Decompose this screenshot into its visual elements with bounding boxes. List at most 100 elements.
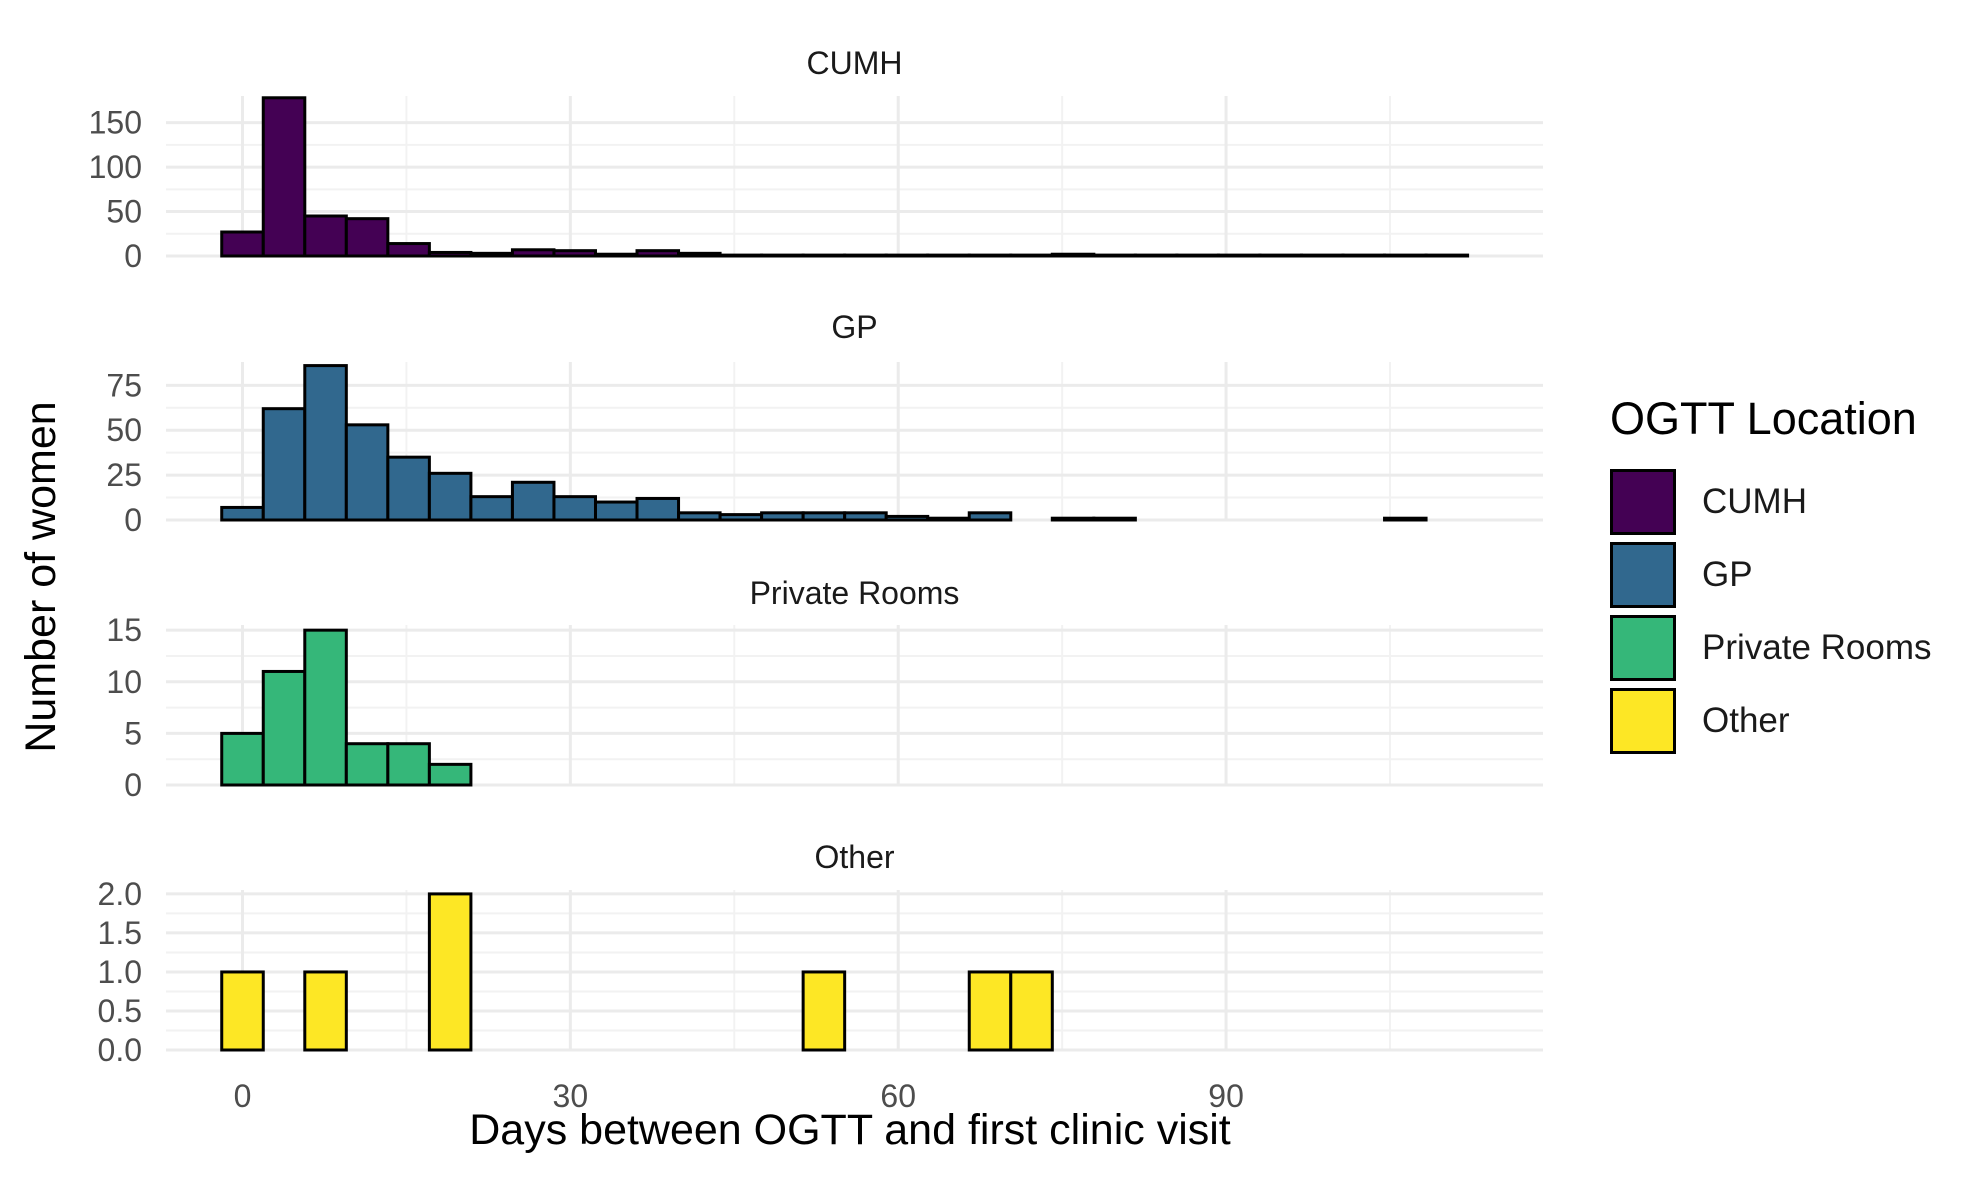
histogram-bar [843, 253, 888, 258]
histogram-bar [386, 455, 431, 522]
x-tick-label: 0 [234, 1078, 252, 1114]
histogram-bar [427, 762, 473, 787]
x-tick-label: 90 [1208, 1078, 1244, 1114]
histogram-bar [427, 250, 473, 258]
histogram-bar [1299, 253, 1345, 258]
histogram-bar [261, 407, 307, 522]
panel-private-rooms: 0 5 10 15 Private Rooms [106, 575, 1543, 803]
y-tick-label: 25 [106, 457, 142, 493]
y-tick-label: 15 [106, 612, 142, 648]
panel-gp: 0 25 50 75 GP [106, 309, 1543, 538]
histogram-bar [1424, 253, 1470, 258]
legend-item-gp: GP [1610, 538, 1932, 611]
y-axis-label: Number of women [17, 401, 65, 752]
histogram-bar [303, 970, 348, 1052]
histogram-bar [593, 252, 639, 258]
histogram-bar [718, 513, 764, 522]
legend-swatch-gp [1610, 541, 1676, 608]
histogram-bar [1258, 253, 1303, 258]
histogram-bar [1092, 253, 1137, 258]
histogram-bar [884, 253, 930, 258]
x-tick-label: 60 [880, 1078, 916, 1114]
y-tick-label: 50 [106, 412, 142, 448]
histogram-bar [801, 253, 847, 258]
histogram-bar [303, 214, 348, 258]
histogram-bar [1175, 253, 1220, 258]
legend-item-cumh: CUMH [1610, 465, 1932, 538]
histogram-bar [926, 253, 971, 258]
histogram-bar [427, 471, 473, 522]
panel-title: GP [831, 309, 877, 345]
histogram-bar [1092, 516, 1137, 522]
histogram-bar [510, 480, 556, 522]
y-tick-label: 5 [124, 715, 142, 751]
histogram-bar [635, 249, 681, 258]
histogram-bar [1009, 970, 1054, 1052]
histogram-bar [427, 892, 473, 1052]
legend-label-gp: GP [1702, 554, 1753, 594]
histogram-bar [635, 496, 681, 522]
y-tick-label: 0 [124, 502, 142, 538]
histogram-bar [344, 423, 390, 522]
legend-item-private-rooms: Private Rooms [1610, 611, 1932, 684]
histogram-bar [967, 970, 1013, 1052]
histogram-bar [386, 742, 431, 787]
histogram-bar [801, 970, 847, 1052]
histogram-bar [884, 514, 930, 522]
histogram-bar [1133, 253, 1179, 258]
y-tick-label: 10 [106, 664, 142, 700]
histogram-bar [760, 253, 805, 258]
histogram-bar [1009, 253, 1054, 258]
legend: OGTT Location CUMH GP Private Rooms Othe… [1610, 393, 1932, 757]
histogram-bar [552, 249, 597, 258]
histogram-bar [386, 242, 431, 258]
legend-swatch-cumh [1610, 468, 1676, 535]
y-tick-label: 0.0 [98, 1032, 142, 1068]
histogram-bar [843, 511, 888, 522]
histogram-bar [220, 970, 265, 1052]
histogram-bar [1050, 516, 1096, 522]
histogram-bar [344, 217, 390, 258]
histogram-bar [1341, 253, 1387, 258]
y-tick-label: 150 [89, 105, 142, 141]
x-axis-label: Days between OGTT and first clinic visit [469, 1106, 1231, 1154]
y-tick-label: 1.0 [98, 954, 142, 990]
panel-title: Private Rooms [750, 575, 960, 611]
y-tick-label: 2.0 [98, 876, 142, 912]
histogram-bar [801, 511, 847, 522]
histogram-bar [469, 251, 514, 258]
histogram-bar [1383, 516, 1428, 522]
histogram-bar [220, 505, 265, 522]
y-tick-label: 0.5 [98, 993, 142, 1029]
histogram-bar [718, 253, 764, 258]
histogram-bar [1050, 252, 1096, 258]
panel-title: CUMH [807, 45, 903, 81]
legend-swatch-private-rooms [1610, 614, 1676, 681]
histogram-bar [261, 669, 307, 787]
legend-label-private-rooms: Private Rooms [1702, 627, 1932, 667]
histogram-bar [926, 516, 971, 522]
y-tick-label: 100 [89, 149, 142, 185]
panel-other: 0.00.51.01.52.0 Other [98, 839, 1543, 1068]
histogram-bar [1383, 253, 1428, 258]
y-tick-label: 1.5 [98, 915, 142, 951]
panel-title: Other [814, 839, 894, 875]
panels-layer: 0 30 60 90 0 50 100 150 CUMH 0 25 50 75 GP 0 5 10 15 Priva… [89, 45, 1543, 1114]
legend-title: OGTT Location [1610, 393, 1917, 444]
histogram-bar [220, 731, 265, 787]
histogram-bar [469, 495, 514, 522]
legend-label-cumh: CUMH [1702, 481, 1807, 521]
y-tick-label: 0 [124, 767, 142, 803]
histogram-bar [593, 500, 639, 522]
legend-swatch-other [1610, 687, 1676, 754]
histogram-bar [552, 495, 597, 522]
y-tick-label: 75 [106, 367, 142, 403]
legend-item-other: Other [1610, 684, 1932, 757]
histogram-bar [303, 628, 348, 787]
histogram-bar [220, 230, 265, 258]
histogram-bar [677, 251, 722, 258]
panel-cumh: 0 50 100 150 CUMH [89, 45, 1543, 274]
histogram-bar [677, 511, 722, 522]
histogram-bar [760, 511, 805, 522]
